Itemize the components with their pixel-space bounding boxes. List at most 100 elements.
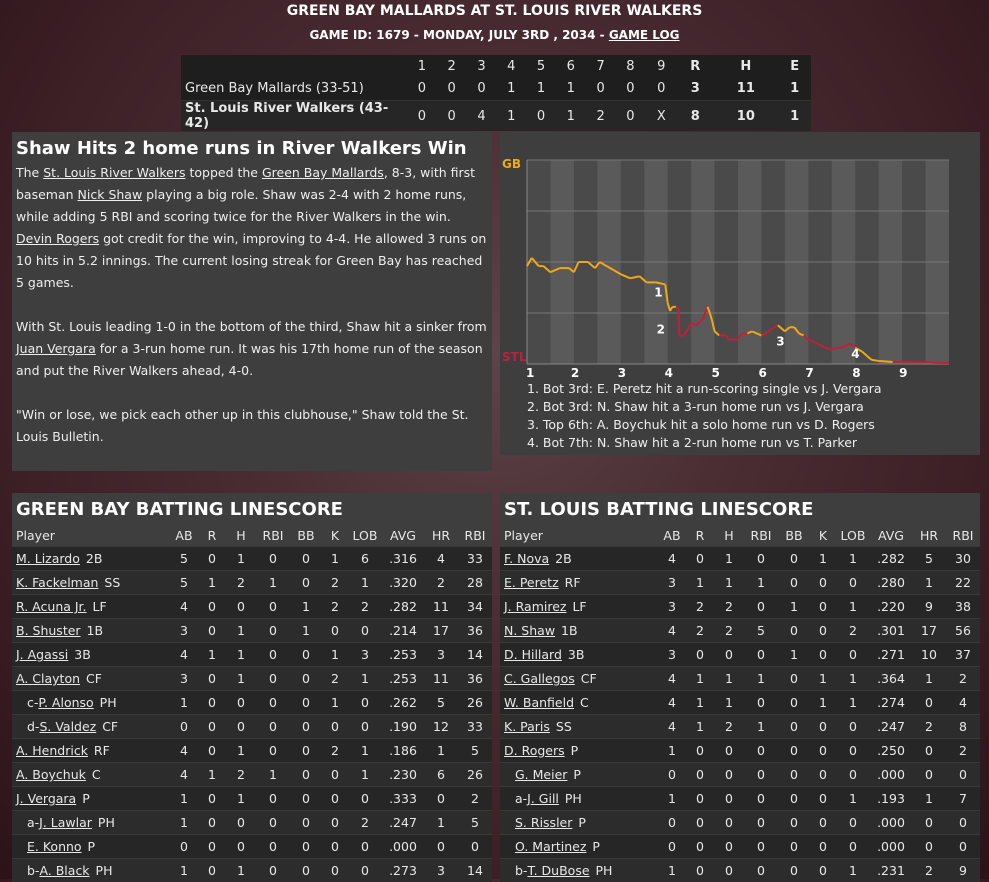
player-position: 3B (564, 647, 585, 662)
team-link-stl[interactable]: St. Louis River Walkers (43, 165, 185, 180)
batting-stat-cell: 5 (424, 691, 458, 715)
batting-stat-cell: 2 (946, 667, 980, 691)
player-link[interactable]: E. Konno (27, 839, 82, 854)
player-link[interactable]: F. Nova (504, 551, 549, 566)
player-position: PH (561, 791, 582, 806)
batting-player-cell: A. Hendrick RF (12, 739, 170, 763)
player-link[interactable]: D. Rogers (504, 743, 565, 758)
team-link-gb[interactable]: Green Bay Mallards (262, 165, 384, 180)
batting-stat-cell: 0 (198, 547, 226, 571)
batting-stat-cell: 1 (836, 691, 870, 715)
batting-stat-cell: 0 (912, 691, 946, 715)
player-link[interactable]: P. Alonso (38, 695, 93, 710)
player-link[interactable]: D. Hillard (504, 647, 562, 662)
batting-stat-cell: .364 (870, 667, 912, 691)
player-link[interactable]: O. Martinez (515, 839, 586, 854)
batting-stat-cell: 0 (322, 763, 348, 787)
batting-stat-cell: .214 (382, 619, 424, 643)
win-probability-segment (872, 360, 879, 361)
player-link[interactable]: J. Vergara (16, 791, 76, 806)
player-link[interactable]: K. Paris (504, 719, 550, 734)
batting-stat-cell: 2 (226, 763, 256, 787)
batting-stat-cell: 1 (348, 763, 382, 787)
player-link[interactable]: J. Gill (527, 791, 559, 806)
batting-player-cell: D. Hillard 3B (500, 643, 658, 667)
sub-prefix: c- (27, 695, 38, 710)
inning-tick-label: 7 (805, 366, 813, 380)
batting-stat-cell: .320 (382, 571, 424, 595)
player-link[interactable]: J. Agassi (16, 647, 68, 662)
batting-stat-cell: 1 (836, 547, 870, 571)
batting-stat-cell: 1 (744, 715, 778, 739)
game-log-link[interactable]: GAME LOG (609, 28, 680, 42)
player-link[interactable]: B. Shuster (16, 623, 81, 638)
line-score-team-name: St. Louis River Walkers (43-42) (181, 101, 407, 132)
batting-stat-cell: 4 (946, 691, 980, 715)
sub-prefix: b- (515, 863, 527, 878)
batting-stat-cell: 1 (198, 643, 226, 667)
player-link[interactable]: R. Acuna Jr. (16, 599, 87, 614)
batting-stat-cell: .247 (870, 715, 912, 739)
player-link[interactable]: A. Clayton (16, 671, 80, 686)
gb-batting-title: GREEN BAY BATTING LINESCORE (12, 493, 492, 524)
batting-stat-cell: 17 (424, 619, 458, 643)
player-link[interactable]: S. Valdez (39, 719, 96, 734)
line-score-col-header: H (713, 55, 778, 77)
batting-stat-cell: 2 (836, 619, 870, 643)
player-link[interactable]: K. Fackelman (16, 575, 98, 590)
batting-stat-cell: 1 (322, 547, 348, 571)
batting-player-cell: B. Shuster 1B (12, 619, 170, 643)
batting-stat-cell: 1 (912, 667, 946, 691)
chart-event-list: 1. Bot 3rd: E. Peretz hit a run-scoring … (527, 380, 882, 452)
batting-stat-cell: 1 (170, 691, 198, 715)
player-link[interactable]: T. DuBose (527, 863, 589, 878)
player-link[interactable]: A. Hendrick (16, 743, 88, 758)
batting-stat-cell: 0 (198, 667, 226, 691)
batting-col-header: LOB (836, 524, 870, 547)
chart-event-marker: 3 (776, 335, 784, 349)
player-link[interactable]: C. Gallegos (504, 671, 575, 686)
player-link[interactable]: W. Banfield (504, 695, 574, 710)
player-link[interactable]: E. Peretz (504, 575, 559, 590)
player-link[interactable]: M. Lizardo (16, 551, 80, 566)
batting-stat-cell: 0 (810, 811, 836, 835)
batting-stat-cell: 0 (714, 643, 744, 667)
line-score-hits: 11 (713, 77, 778, 101)
batting-stat-cell: 0 (198, 835, 226, 859)
batting-stat-cell: 0 (810, 835, 836, 859)
player-link-vergara[interactable]: Juan Vergara (16, 341, 96, 356)
line-score-errors: 1 (778, 101, 811, 132)
batting-stat-cell: .280 (870, 571, 912, 595)
batting-stat-cell: 0 (810, 859, 836, 882)
player-link[interactable]: S. Rissler (515, 815, 572, 830)
line-score-inning-cell: 2 (586, 101, 616, 132)
batting-stat-cell: 0 (256, 835, 290, 859)
player-link[interactable]: J. Ramirez (504, 599, 566, 614)
batting-stat-cell: 2 (686, 619, 714, 643)
batting-stat-cell: 33 (458, 547, 492, 571)
player-link[interactable]: J. Lawlar (39, 815, 92, 830)
player-link[interactable]: A. Boychuk (16, 767, 86, 782)
batting-stat-cell: .190 (382, 715, 424, 739)
story-text: The (16, 165, 43, 180)
player-link-rogers[interactable]: Devin Rogers (16, 231, 99, 246)
batting-stat-cell: 0 (348, 619, 382, 643)
player-link[interactable]: N. Shaw (504, 623, 555, 638)
player-link[interactable]: A. Black (39, 863, 89, 878)
batting-stat-cell: 1 (198, 763, 226, 787)
batting-stat-cell: 0 (686, 859, 714, 882)
chart-event-item: 4. Bot 7th: N. Shaw hit a 2-run home run… (527, 434, 882, 452)
batting-stat-cell: 0 (836, 715, 870, 739)
batting-stat-cell: 11 (424, 667, 458, 691)
player-link-shaw[interactable]: Nick Shaw (78, 187, 143, 202)
player-link[interactable]: G. Meier (515, 767, 567, 782)
batting-col-header: R (198, 524, 226, 547)
